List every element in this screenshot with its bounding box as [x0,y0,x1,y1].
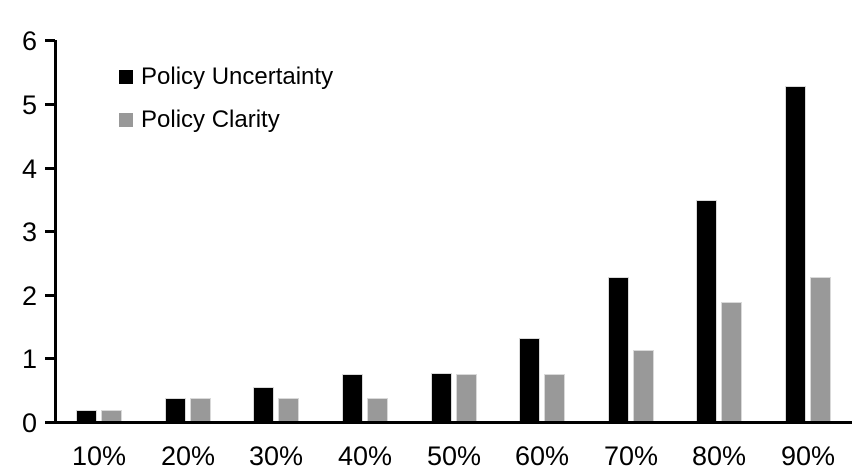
y-axis-tick [45,39,55,42]
y-axis-tick-label: 0 [21,408,37,438]
bar-policy-uncertainty [785,86,806,424]
x-axis-tick-label: 20% [160,441,216,471]
y-axis-tick-label: 2 [21,281,37,311]
bar-policy-uncertainty [342,374,363,424]
y-axis-tick [45,357,55,360]
bar-policy-clarity [810,277,831,424]
y-axis-tick-label: 1 [21,344,37,374]
x-axis-tick-label: 60% [514,441,570,471]
legend-item: Policy Uncertainty [119,61,333,92]
bar-policy-uncertainty [696,200,717,424]
legend-swatch-policy-clarity [119,112,133,127]
y-axis-tick-label: 4 [21,154,37,184]
y-axis-tick [45,294,55,297]
x-axis-tick-label: 10% [71,441,127,471]
bar-policy-uncertainty [431,373,452,424]
legend-label: Policy Uncertainty [141,63,334,90]
bar-policy-uncertainty [253,387,274,424]
bar-policy-clarity [456,374,477,424]
y-axis-tick [45,421,55,424]
y-axis-tick [45,103,55,106]
y-axis-tick [45,167,55,170]
y-axis-tick-label: 6 [21,26,37,56]
bar-policy-uncertainty [519,338,540,424]
y-axis-tick-label: 5 [21,90,37,120]
legend-swatch-policy-uncertainty [119,69,133,84]
x-axis-tick-label: 90% [780,441,836,471]
x-axis-tick-label: 40% [337,441,393,471]
y-axis-tick-label: 3 [21,217,37,247]
legend: Policy Uncertainty Policy Clarity [119,61,333,147]
x-axis-line [45,421,852,424]
bar-policy-clarity [544,374,565,424]
x-axis-tick-label: 80% [691,441,747,471]
bar-policy-uncertainty [608,277,629,424]
legend-item: Policy Clarity [119,104,333,135]
legend-label: Policy Clarity [141,106,280,133]
x-axis-tick-label: 30% [248,441,304,471]
x-axis-tick-label: 70% [603,441,659,471]
bar-policy-clarity [633,350,654,424]
bar-policy-clarity [721,302,742,424]
y-axis-line [54,40,57,424]
y-axis-tick [45,230,55,233]
x-axis-tick-label: 50% [426,441,482,471]
